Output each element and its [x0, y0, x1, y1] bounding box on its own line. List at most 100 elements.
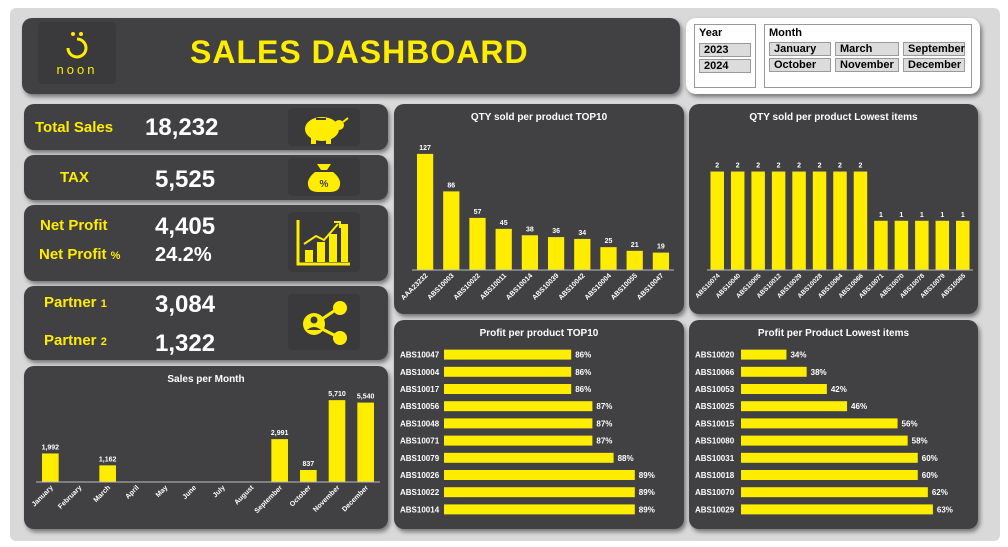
bar-ABS10079 [935, 220, 950, 270]
bar-ABS10065 [956, 220, 970, 270]
bar-ABS10029 [792, 171, 806, 270]
qty-lowest-card: QTY sold per product Lowest items 2 ABS10… [689, 104, 978, 314]
data-label-ABS10003: 86 [447, 182, 455, 189]
tick-label-ABS10039: ABS10039 [531, 272, 560, 301]
bar-ABS10018 [741, 470, 918, 480]
bar-ABS10079 [444, 452, 614, 463]
tick-label-January: January [31, 484, 55, 508]
bar-ABS10025 [741, 401, 848, 412]
tick-label-August: August [233, 484, 255, 506]
tick-label-July: July [212, 484, 227, 499]
tick-label-ABS10022: ABS10022 [453, 272, 482, 301]
bar-ABS10071 [874, 220, 888, 270]
tick-label-ABS10047: ABS10047 [636, 272, 665, 301]
month-option-september[interactable]: September [903, 42, 965, 56]
category-label-ABS10026: ABS10026 [400, 471, 440, 480]
qty-lowest-chart: 2ABS100742ABS100402ABS100052ABS100122ABS… [694, 163, 973, 300]
data-label-ABS10066: 2 [859, 163, 863, 170]
data-label-ABS10014: 38 [526, 226, 534, 233]
data-label-ABS10017: 86% [575, 385, 591, 394]
data-label-ABS10047: 86% [575, 351, 591, 360]
data-label-ABS10004: 25 [605, 238, 613, 245]
data-label-ABS10070: 1 [899, 212, 903, 219]
year-option-2023[interactable]: 2023 [699, 43, 751, 57]
category-label-ABS10080: ABS10080 [695, 437, 735, 446]
month-option-november[interactable]: November [835, 58, 899, 72]
bar-ABS10003 [443, 191, 460, 270]
category-label-ABS10070: ABS10070 [695, 488, 735, 497]
money-bag-icon: % [288, 158, 360, 196]
tick-label-December: December [341, 484, 370, 513]
category-label-ABS10047: ABS10047 [400, 351, 440, 360]
bar-ABS10066 [741, 366, 807, 377]
qty-top10-chart: 127 AAA23232 86 ABS10003 57 ABS10022 45 ABS1001… [400, 145, 674, 302]
bar-ABS10011 [495, 228, 512, 270]
tick-label-October: October [289, 484, 313, 508]
bar-AAA23232 [416, 153, 434, 270]
category-label-ABS10066: ABS10066 [695, 368, 735, 377]
data-label-ABS10020: 34% [790, 351, 806, 360]
noon-logo-icon [66, 31, 88, 58]
bar-ABS10047 [444, 349, 572, 360]
data-label-ABS10065: 1 [961, 212, 965, 219]
bar-ABS10015 [741, 418, 898, 429]
bar-ABS10022 [469, 217, 486, 270]
bar-ABS10071 [444, 435, 593, 446]
category-label-ABS10053: ABS10053 [695, 385, 735, 394]
bar-ABS10056 [444, 401, 593, 412]
partner2-value: 1,322 [155, 330, 216, 357]
profit-top10-title: Profit per product TOP10 [479, 328, 599, 339]
category-label-ABS10056: ABS10056 [400, 402, 440, 411]
bar-ABS10039 [547, 237, 565, 270]
data-label-ABS10040: 2 [736, 163, 740, 170]
year-option-2024[interactable]: 2024 [699, 59, 751, 73]
qty-lowest-title: QTY sold per product Lowest items [749, 112, 918, 123]
data-label-ABS10005: 2 [756, 163, 760, 170]
svg-text:%: % [320, 179, 329, 190]
data-label-ABS10053: 42% [831, 385, 847, 394]
data-label-ABS10064: 2 [838, 163, 842, 170]
tick-label-ABS10011: ABS10011 [479, 272, 508, 301]
profit-top10-chart: ABS10047 86% ABS10004 86% ABS10017 86% ABS1005… [400, 349, 655, 514]
logo-text: noon [56, 61, 98, 77]
bar-September [271, 439, 288, 482]
bar-ABS10055 [626, 250, 643, 270]
tick-label-April: April [125, 484, 141, 500]
tick-label-November: November [312, 484, 341, 513]
month-option-october[interactable]: October [769, 58, 831, 72]
bar-November [328, 400, 346, 482]
tick-label-ABS10055: ABS10055 [610, 272, 639, 301]
bar-ABS10042 [574, 238, 591, 270]
piggy-bank-icon [288, 108, 360, 146]
profit-lowest-card: Profit per Product Lowest items ABS10020… [689, 320, 978, 529]
bar-ABS10070 [741, 487, 928, 498]
tick-label-ABS10014: ABS10014 [505, 272, 534, 301]
bar-October [300, 470, 317, 482]
data-label-ABS10039: 36 [552, 228, 560, 235]
data-label-January: 1,992 [42, 444, 60, 451]
data-label-September: 2,991 [271, 430, 289, 437]
bar-ABS10048 [444, 418, 593, 429]
data-label-ABS10028: 2 [818, 163, 822, 170]
year-slicer: Year 2023 2024 [694, 24, 756, 88]
data-label-ABS10071: 87% [596, 437, 612, 446]
data-label-ABS10004: 86% [575, 368, 591, 377]
bar-ABS10074 [710, 171, 724, 270]
bar-ABS10040 [730, 171, 745, 270]
data-label-ABS10018: 60% [922, 471, 938, 480]
category-label-ABS10071: ABS10071 [400, 437, 440, 446]
total-sales-value: 18,232 [145, 114, 219, 141]
bar-January [42, 453, 59, 482]
bar-ABS10031 [741, 452, 918, 463]
data-label-ABS10025: 46% [851, 402, 867, 411]
data-label-ABS10055: 21 [631, 242, 639, 249]
data-label-ABS10014: 89% [639, 505, 655, 514]
bar-ABS10004 [600, 247, 617, 270]
net-profit-label: Net Profit [40, 217, 108, 234]
month-option-march[interactable]: March [835, 42, 899, 56]
bar-December [357, 402, 374, 482]
tick-label-ABS10042: ABS10042 [558, 272, 587, 301]
partner1-label: Partner 1 [44, 294, 107, 311]
month-option-january[interactable]: January [769, 42, 831, 56]
month-option-december[interactable]: December [903, 58, 965, 72]
